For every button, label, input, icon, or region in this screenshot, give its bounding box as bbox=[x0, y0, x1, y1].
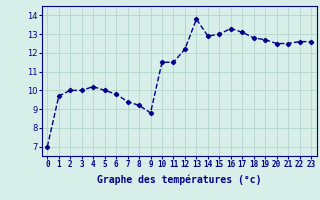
X-axis label: Graphe des températures (°c): Graphe des températures (°c) bbox=[97, 175, 261, 185]
